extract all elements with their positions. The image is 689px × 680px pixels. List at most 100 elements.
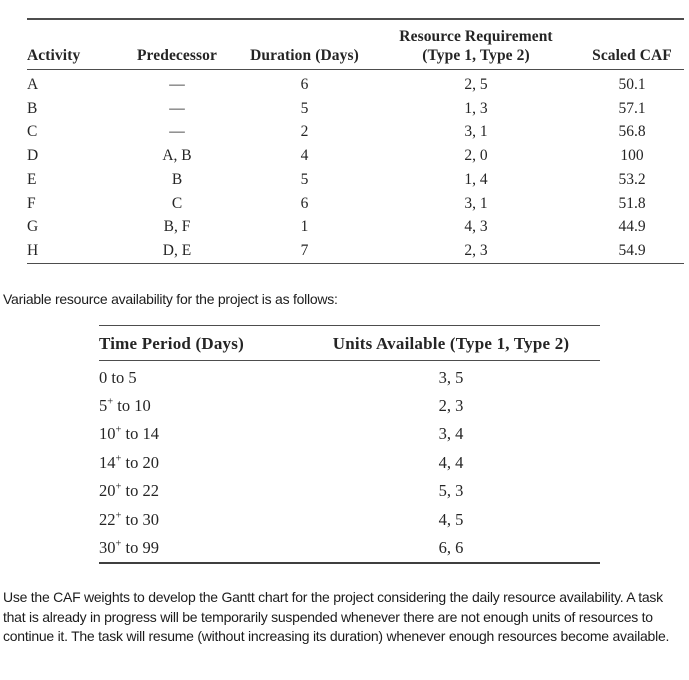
cell-time-period: 20+ to 22 [99, 477, 302, 505]
period-superscript: + [115, 510, 122, 522]
table-row: 14+ to 20 4, 4 [99, 449, 600, 477]
cell-resource: 1, 3 [464, 99, 488, 117]
availability-intro-text: Variable resource availability for the p… [3, 290, 338, 307]
table-row: C — 2 3, 1 56.8 [27, 120, 684, 144]
cell-units-available: 2, 3 [438, 396, 464, 416]
cell-units-available: 4, 5 [438, 509, 464, 529]
cell-duration: 5 [300, 170, 309, 188]
period-superscript: + [115, 538, 122, 550]
period-rest: to 20 [121, 452, 160, 472]
cell-activity: H [27, 241, 39, 259]
table-row: 5+ to 10 2, 3 [99, 392, 600, 420]
availability-table: Time Period (Days) Units Available (Type… [99, 324, 600, 565]
availability-table-header: Time Period (Days) Units Available (Type… [99, 325, 600, 361]
cell-predecessor: D, E [162, 241, 192, 259]
activity-table-header: Activity Predecessor Duration (Days) Res… [27, 19, 684, 70]
activity-table-body: A — 6 2, 5 50.1 B — 5 1, 3 57.1 C — 2 3,… [27, 70, 684, 264]
cell-resource: 3, 1 [464, 194, 488, 212]
table-row: 22+ to 30 4, 5 [99, 506, 600, 534]
table-row: 0 to 5 3, 5 [99, 360, 600, 392]
period-superscript: + [115, 481, 122, 493]
cell-predecessor: — [169, 99, 185, 117]
cell-scaled-caf: 100 [620, 147, 644, 165]
cell-duration: 4 [300, 147, 309, 165]
col-header-units-available: Units Available (Type 1, Type 2) [302, 325, 600, 361]
cell-scaled-caf: 51.8 [618, 194, 646, 212]
instructions-paragraph: Use the CAF weights to develop the Gantt… [3, 589, 670, 645]
cell-duration: 2 [300, 123, 309, 141]
col-header-scaled-caf: Scaled CAF [580, 19, 684, 70]
table-row: B — 5 1, 3 57.1 [27, 97, 684, 121]
cell-activity: F [27, 194, 36, 212]
cell-scaled-caf: 53.2 [618, 170, 646, 188]
cell-time-period: 10+ to 14 [99, 420, 302, 448]
activity-table: Activity Predecessor Duration (Days) Res… [27, 18, 684, 264]
cell-resource: 2, 3 [464, 241, 488, 259]
period-rest: to 5 [107, 367, 137, 387]
cell-scaled-caf: 56.8 [618, 123, 646, 141]
cell-activity: A [27, 76, 39, 93]
cell-activity: B [27, 99, 38, 117]
cell-units-available: 4, 4 [438, 452, 464, 472]
cell-units-available: 6, 6 [438, 538, 464, 558]
cell-predecessor: — [169, 76, 185, 93]
cell-duration: 7 [300, 241, 309, 259]
period-rest: to 99 [121, 538, 160, 558]
resource-header-line1: Resource Requirement [399, 28, 553, 45]
availability-table-body: 0 to 5 3, 5 5+ to 10 2, 3 10+ to 14 3, 4… [99, 360, 600, 563]
cell-predecessor: B, F [163, 218, 191, 236]
cell-resource: 2, 5 [464, 76, 488, 93]
period-base: 0 [99, 367, 108, 387]
cell-resource: 4, 3 [464, 218, 488, 236]
cell-predecessor: A, B [162, 147, 192, 165]
table-row: 20+ to 22 5, 3 [99, 477, 600, 505]
table-row: D A, B 4 2, 0 100 [27, 144, 684, 168]
header-row: Time Period (Days) Units Available (Type… [99, 325, 600, 361]
period-rest: to 30 [121, 509, 160, 529]
cell-scaled-caf: 44.9 [618, 218, 646, 236]
cell-time-period: 30+ to 99 [99, 534, 302, 563]
col-header-duration: Duration (Days) [237, 19, 372, 70]
cell-duration: 1 [300, 218, 309, 236]
cell-activity: C [27, 123, 38, 141]
cell-predecessor: B [171, 170, 183, 188]
period-base: 30 [99, 538, 116, 558]
cell-activity: D [27, 147, 39, 165]
cell-duration: 6 [300, 194, 309, 212]
cell-time-period: 22+ to 30 [99, 506, 302, 534]
cell-units-available: 5, 3 [438, 481, 464, 501]
table-row: 30+ to 99 6, 6 [99, 534, 600, 563]
cell-units-available: 3, 5 [438, 367, 464, 387]
cell-predecessor: — [169, 123, 185, 141]
table-row: F C 6 3, 1 51.8 [27, 192, 684, 216]
cell-time-period: 5+ to 10 [99, 392, 302, 420]
table-row: 10+ to 14 3, 4 [99, 420, 600, 448]
period-base: 5 [99, 396, 108, 416]
cell-predecessor: C [171, 194, 183, 212]
period-base: 14 [99, 452, 116, 472]
table-row: E B 5 1, 4 53.2 [27, 168, 684, 192]
cell-time-period: 14+ to 20 [99, 449, 302, 477]
cell-activity: E [27, 170, 37, 188]
table-row: A — 6 2, 5 50.1 [27, 70, 684, 97]
resource-header-line2: (Type 1, Type 2) [422, 47, 530, 64]
period-base: 10 [99, 424, 116, 444]
period-base: 20 [99, 481, 116, 501]
period-rest: to 14 [121, 424, 160, 444]
period-superscript: + [107, 396, 114, 408]
cell-duration: 5 [300, 99, 309, 117]
table-row: G B, F 1 4, 3 44.9 [27, 215, 684, 239]
cell-scaled-caf: 50.1 [618, 76, 646, 93]
cell-scaled-caf: 57.1 [618, 99, 646, 117]
cell-resource: 3, 1 [464, 123, 488, 141]
table-row: H D, E 7 2, 3 54.9 [27, 239, 684, 263]
period-rest: to 22 [121, 481, 160, 501]
period-base: 22 [99, 509, 116, 529]
cell-units-available: 3, 4 [438, 424, 464, 444]
col-header-predecessor: Predecessor [117, 19, 237, 70]
cell-duration: 6 [300, 76, 309, 93]
period-superscript: + [115, 424, 122, 436]
cell-activity: G [27, 218, 39, 236]
col-header-time-period: Time Period (Days) [99, 325, 302, 361]
period-superscript: + [115, 453, 122, 465]
